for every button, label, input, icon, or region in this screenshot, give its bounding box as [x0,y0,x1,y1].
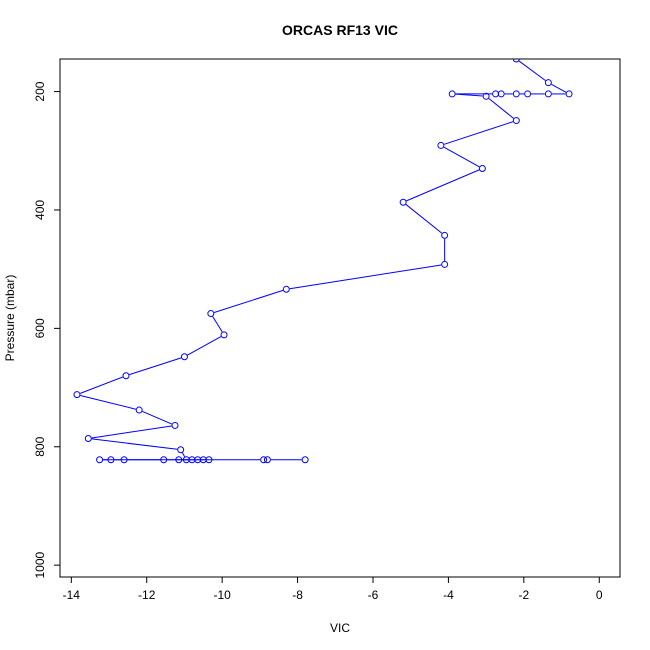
data-point [122,372,130,380]
y-tick-label: 400 [33,200,47,220]
series-line-segment [80,395,136,410]
data-point [84,434,92,442]
x-axis: -14 -12 -10 -8 -6 -4 -2 0 [63,577,603,602]
series-line-segment [443,146,480,168]
series-line-segment [129,357,182,376]
series-line-segment [80,376,123,394]
y-tick-label: 200 [33,81,47,101]
data-point [73,391,81,399]
x-tick-label: -8 [292,588,303,602]
series-line-segment [488,98,514,119]
series-line-segment [187,336,222,356]
series-line-segment [551,83,567,93]
data-point [544,79,552,87]
data-point [207,310,215,318]
x-tick-label: -14 [63,588,81,602]
x-tick-label: -10 [213,588,231,602]
data-point [565,90,573,98]
data-point [441,260,449,268]
data-point [512,90,520,98]
x-tick-label: 0 [596,588,603,602]
series-marks [73,59,573,464]
y-tick-label: 600 [33,318,47,338]
series-line-segment [518,60,546,82]
data-point [478,165,486,173]
data-point [282,285,290,293]
data-point [437,141,445,149]
data-point [205,456,213,464]
chart-title: ORCAS RF13 VIC [282,22,398,38]
data-point [175,456,183,464]
series-line-segment [212,316,223,333]
data-point [482,92,490,100]
series-line-segment [91,425,172,439]
data-point [301,456,309,464]
data-point [171,421,179,429]
data-point [497,90,505,98]
series-line-segment [455,93,483,97]
data-point [448,90,456,98]
data-point [120,456,128,464]
data-point [135,406,143,414]
data-point [260,456,268,464]
data-point [263,456,271,464]
y-axis: 200 400 600 800 1000 [33,81,60,579]
x-tick-label: -4 [443,588,454,602]
data-point [96,456,104,464]
series-line-segment [142,410,172,425]
data-point [107,456,115,464]
data-point [524,90,532,98]
series-line-segment [181,452,186,457]
series-line-segment [444,121,514,145]
y-axis-label: Pressure (mbar) [3,275,17,362]
x-tick-label: -12 [138,588,156,602]
y-tick-label: 1000 [33,551,47,578]
data-point [492,90,500,98]
data-point [544,90,552,98]
data-point [441,231,449,239]
data-point [177,446,185,454]
series-line-segment [91,438,178,450]
series-line-segment [214,289,284,313]
data-point [512,59,520,63]
data-point [399,198,407,206]
plot-frame [59,58,621,578]
series-line-segment [405,204,443,234]
x-tick-label: -2 [519,588,530,602]
data-point [180,353,188,361]
data-point [512,117,520,125]
y-tick-label: 800 [33,436,47,456]
data-point [188,456,196,464]
x-axis-label: VIC [330,621,350,635]
data-point [160,456,168,464]
x-tick-label: -6 [368,588,379,602]
series-line-segment [289,264,442,290]
data-point [220,331,228,339]
series-line-segment [406,169,480,202]
